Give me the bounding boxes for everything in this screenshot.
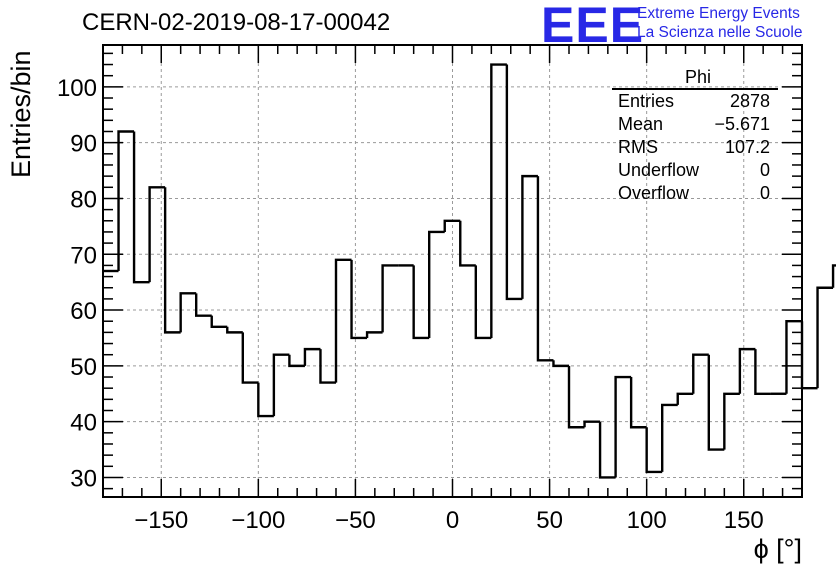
histogram-bin (536, 176, 554, 362)
histogram-bin (552, 360, 569, 368)
histogram-bin (707, 354, 725, 451)
y-tick-label: 40 (70, 410, 97, 437)
histogram-bin (334, 258, 352, 383)
stats-row: RMS 107.2 (612, 136, 778, 159)
histogram-bin (132, 131, 150, 284)
x-tick-label: 0 (446, 507, 459, 534)
x-tick-label: −100 (231, 507, 285, 534)
histogram-bin (645, 427, 663, 474)
stats-title: Phi (612, 66, 778, 90)
x-tick-label: 100 (627, 507, 667, 534)
histogram-bin (459, 220, 476, 267)
stats-value: 107.2 (724, 137, 770, 157)
histogram-bin (831, 264, 836, 288)
x-tick-label: 150 (724, 507, 764, 534)
x-axis: −150 −100 −50 0 50 100 150 (102, 45, 803, 534)
stats-value: 0 (759, 183, 770, 203)
stats-label: Overflow (618, 183, 690, 203)
histogram-bin (210, 315, 228, 329)
histogram-bin (257, 382, 274, 418)
histogram-bin (195, 293, 212, 317)
histogram-bin (163, 187, 181, 334)
stats-row: Mean −5.671 (612, 113, 778, 136)
histogram-bin (754, 349, 771, 395)
eee-logo: EEE (541, 0, 645, 53)
histogram-bin (614, 375, 632, 478)
y-tick-label: 90 (70, 131, 97, 158)
histogram-bin (676, 392, 694, 405)
histogram-bin (521, 174, 538, 299)
stats-value: −5.671 (714, 114, 770, 134)
histogram-bin (443, 219, 461, 232)
histogram-bin (226, 326, 243, 334)
stats-value: 2878 (729, 91, 770, 111)
histogram-bin (117, 130, 135, 271)
histogram-bin (629, 377, 647, 429)
histogram-bin (179, 292, 197, 333)
stats-box: Phi Entries 2878 Mean −5.671 RMS 107.2 Unde… (612, 66, 778, 205)
stats-label: Mean (618, 114, 664, 134)
histogram-bin (723, 392, 740, 450)
stats-label: Entries (618, 91, 675, 111)
stats-label: Underflow (618, 160, 700, 180)
y-tick-label: 30 (70, 465, 97, 492)
histogram-bin (816, 286, 834, 389)
histogram-bin (490, 63, 507, 338)
histogram-bin (567, 365, 585, 429)
x-tick-label: −50 (335, 507, 376, 534)
histogram-bin (661, 403, 678, 472)
stats-row: Underflow 0 (612, 159, 778, 182)
grid (103, 45, 802, 497)
histogram-bin (505, 64, 523, 301)
histogram-bin (412, 265, 430, 340)
histogram-bin (319, 349, 336, 384)
histogram-bin (288, 354, 305, 368)
histogram-bin (474, 265, 492, 340)
histogram-bin (738, 347, 756, 394)
histogram-bin (692, 353, 709, 394)
histogram-bin (272, 353, 290, 417)
histogram-bin (241, 332, 259, 384)
histogram-bin (800, 321, 818, 390)
histogram-bin (350, 259, 368, 340)
histogram-bin (381, 264, 399, 333)
x-tick-label: −150 (134, 507, 188, 534)
y-tick-label: 80 (70, 186, 97, 213)
x-tick-label: 50 (536, 507, 563, 534)
histogram-bin (583, 420, 601, 428)
histogram-bin (148, 186, 166, 283)
chart-title: CERN-02-2019-08-17-00042 (82, 9, 391, 36)
y-tick-label: 50 (70, 354, 97, 381)
histogram-bin (303, 347, 321, 366)
y-tick-label: 70 (70, 242, 97, 269)
histogram-bin (428, 230, 445, 338)
stats-label: RMS (618, 137, 658, 157)
logo-caption-line2: La Scienza nelle Scuole (637, 24, 803, 41)
stats-row: Entries 2878 (612, 90, 778, 113)
y-tick-label: 100 (57, 75, 97, 102)
histogram-series (103, 63, 836, 479)
logo-caption-line1: Extreme Energy Events (637, 5, 800, 22)
y-axis: 30 40 50 60 70 80 90 100 (57, 52, 802, 492)
stats-value: 0 (759, 160, 770, 180)
histogram-bin (598, 421, 616, 479)
y-axis-label: Entries/bin (6, 50, 36, 178)
y-tick-label: 60 (70, 298, 97, 325)
logo-caption: Extreme Energy Events La Scienza nelle S… (637, 4, 802, 42)
x-axis-label: ϕ [°] (753, 534, 802, 564)
histogram-bin (365, 331, 383, 338)
stats-row: Overflow 0 (612, 182, 778, 205)
